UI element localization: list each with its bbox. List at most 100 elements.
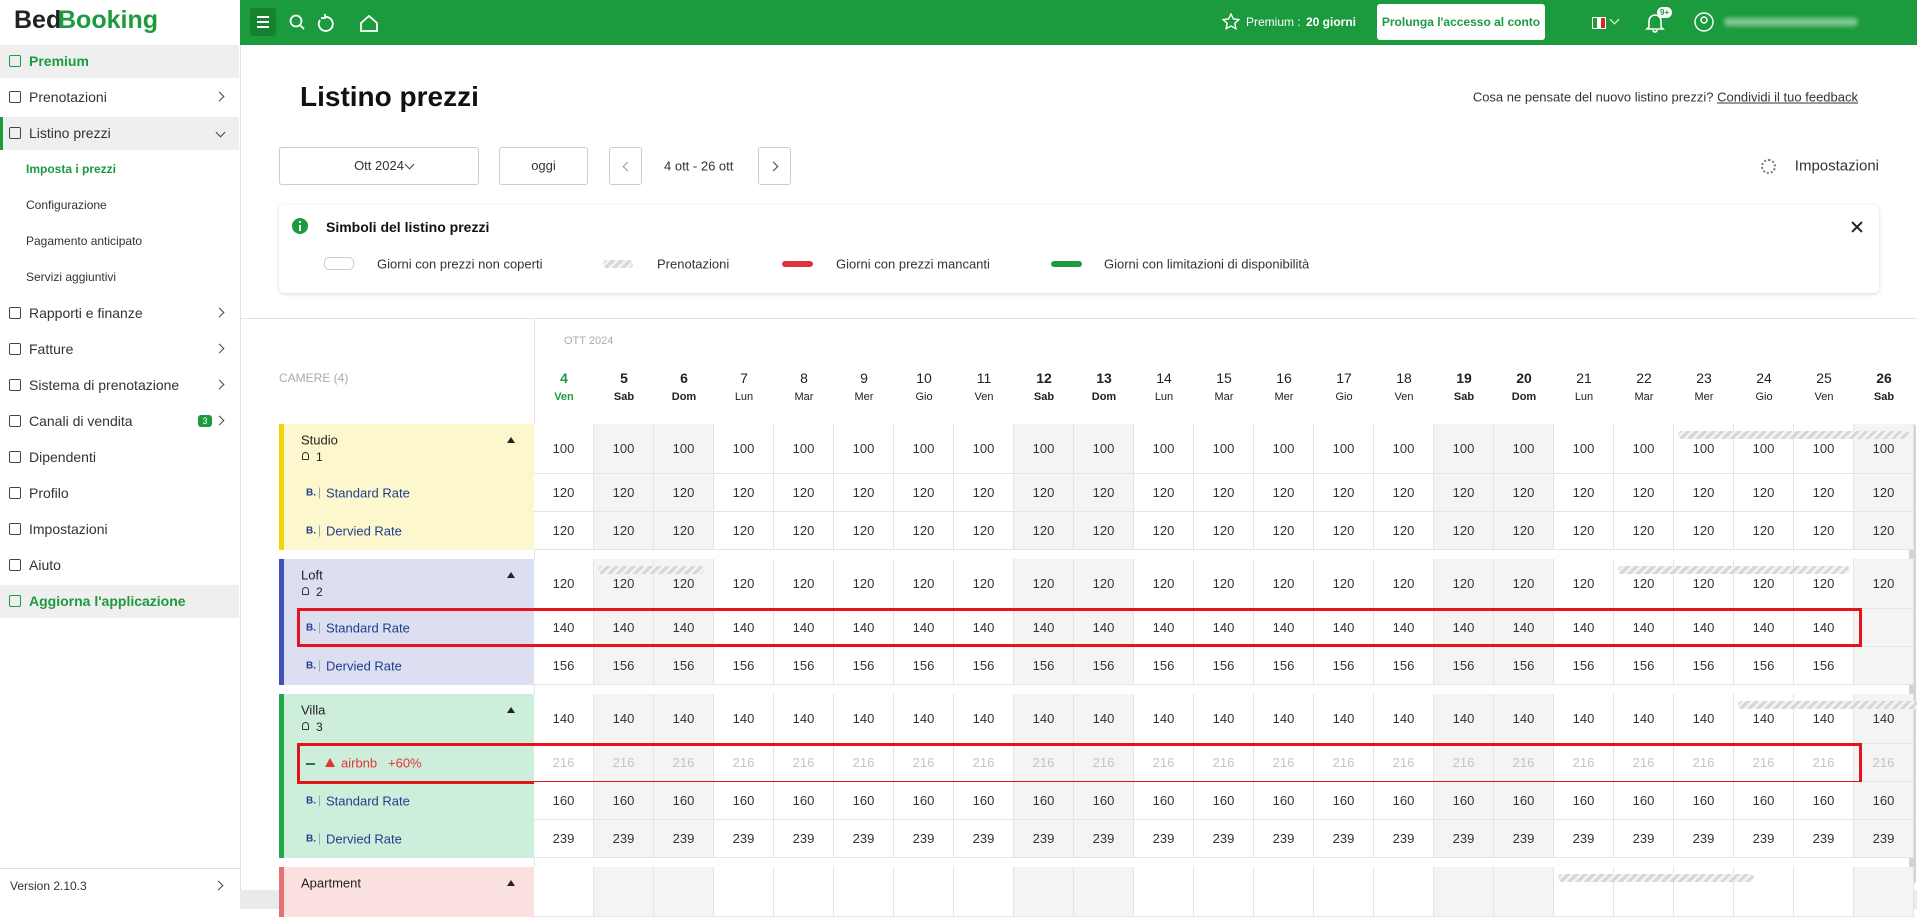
cell[interactable]: 160	[714, 782, 774, 820]
cell[interactable]: 160	[834, 782, 894, 820]
cell[interactable]: 100	[1554, 424, 1614, 474]
cell[interactable]: 120	[1074, 512, 1134, 550]
cell[interactable]: 216	[1314, 744, 1374, 782]
menu-item[interactable]: Rapporti e finanze	[29, 305, 143, 321]
cell[interactable]	[1854, 647, 1914, 685]
cell[interactable]: 239	[1734, 820, 1794, 858]
cell[interactable]: 239	[1434, 820, 1494, 858]
cell[interactable]	[1314, 867, 1374, 917]
cell[interactable]: 156	[594, 647, 654, 685]
today-button[interactable]: oggi	[499, 147, 588, 185]
room-caret[interactable]	[507, 707, 515, 713]
cell[interactable]: 140	[954, 609, 1014, 647]
room-caret[interactable]	[507, 572, 515, 578]
cell[interactable]: 160	[1254, 782, 1314, 820]
cell[interactable]	[714, 867, 774, 917]
cell[interactable]: 239	[1134, 820, 1194, 858]
cell[interactable]: 120	[1254, 512, 1314, 550]
cell[interactable]	[894, 867, 954, 917]
rate-name[interactable]: Standard Rate	[326, 620, 410, 636]
cell[interactable]: 120	[1434, 512, 1494, 550]
feedback-link[interactable]: Condividi il tuo feedback	[1717, 89, 1858, 105]
extend-button[interactable]: Prolunga l'accesso al conto	[1377, 4, 1545, 40]
cell[interactable]: 120	[954, 474, 1014, 512]
cell[interactable]: 140	[1434, 694, 1494, 744]
cell[interactable]: 140	[714, 694, 774, 744]
cell[interactable]: 239	[1674, 820, 1734, 858]
cell[interactable]: 239	[1614, 820, 1674, 858]
cell[interactable]: 120	[1854, 474, 1914, 512]
cell[interactable]	[1194, 867, 1254, 917]
cell[interactable]: 100	[1314, 424, 1374, 474]
cell[interactable]: 156	[1314, 647, 1374, 685]
cell[interactable]: 239	[1074, 820, 1134, 858]
menu-item[interactable]: Fatture	[29, 341, 74, 357]
cell[interactable]: 120	[774, 474, 834, 512]
cell[interactable]: 140	[1674, 694, 1734, 744]
cell[interactable]: 160	[954, 782, 1014, 820]
room-caret[interactable]	[507, 880, 515, 886]
cell[interactable]: 156	[1014, 647, 1074, 685]
cell[interactable]: 160	[1014, 782, 1074, 820]
menu-item[interactable]: Canali di vendita	[29, 413, 133, 429]
cell[interactable]: 160	[1794, 782, 1854, 820]
cell[interactable]: 120	[1794, 512, 1854, 550]
cell[interactable]	[954, 867, 1014, 917]
menu-item[interactable]: Premium	[29, 53, 89, 69]
cell[interactable]: 239	[1314, 820, 1374, 858]
cell[interactable]: 100	[894, 424, 954, 474]
cell[interactable]: 216	[534, 744, 594, 782]
cell[interactable]: 120	[1014, 512, 1074, 550]
cell[interactable]: 160	[1314, 782, 1374, 820]
cell[interactable]: 100	[1194, 424, 1254, 474]
cell[interactable]: 120	[1194, 474, 1254, 512]
cell[interactable]: 120	[534, 559, 594, 609]
cell[interactable]: 120	[1014, 559, 1074, 609]
cell[interactable]: 216	[1734, 744, 1794, 782]
cell[interactable]: 156	[774, 647, 834, 685]
next-button[interactable]	[758, 147, 791, 185]
cell[interactable]: 120	[594, 474, 654, 512]
month-select[interactable]: Ott 2024	[279, 147, 479, 185]
cell[interactable]: 100	[714, 424, 774, 474]
cell[interactable]: 140	[1134, 609, 1194, 647]
cell[interactable]: 100	[954, 424, 1014, 474]
cell[interactable]: 140	[894, 694, 954, 744]
cell[interactable]: 120	[1734, 474, 1794, 512]
cell[interactable]: 140	[1314, 694, 1374, 744]
cell[interactable]: 140	[1134, 694, 1194, 744]
cell[interactable]: 140	[774, 694, 834, 744]
cell[interactable]	[774, 867, 834, 917]
cell[interactable]: 160	[1614, 782, 1674, 820]
cell[interactable]: 216	[1074, 744, 1134, 782]
cell[interactable]: 216	[1134, 744, 1194, 782]
cell[interactable]: 120	[1134, 512, 1194, 550]
cell[interactable]: 120	[534, 474, 594, 512]
cell[interactable]: 120	[1374, 559, 1434, 609]
cell[interactable]: 120	[834, 559, 894, 609]
cell[interactable]: 120	[714, 474, 774, 512]
menu-item[interactable]: Listino prezzi	[29, 125, 111, 141]
cell[interactable]: 100	[834, 424, 894, 474]
cell[interactable]: 120	[894, 559, 954, 609]
cell[interactable]: 140	[1014, 694, 1074, 744]
cell[interactable]: 120	[774, 559, 834, 609]
menu-item[interactable]: Profilo	[29, 485, 69, 501]
cell[interactable]: 156	[1134, 647, 1194, 685]
cell[interactable]: 120	[1734, 512, 1794, 550]
cell[interactable]: 239	[1194, 820, 1254, 858]
cell[interactable]: 140	[1254, 694, 1314, 744]
cell[interactable]	[1074, 867, 1134, 917]
cell[interactable]: 156	[954, 647, 1014, 685]
user-icon[interactable]	[1694, 12, 1714, 32]
cell[interactable]: 140	[1434, 609, 1494, 647]
cell[interactable]	[1134, 867, 1194, 917]
cell[interactable]: 120	[1614, 512, 1674, 550]
cell[interactable]: 120	[1614, 474, 1674, 512]
cell[interactable]: 156	[1554, 647, 1614, 685]
cell[interactable]: 239	[1014, 820, 1074, 858]
rate-name[interactable]: Dervied Rate	[326, 831, 402, 847]
cell[interactable]: 140	[1554, 694, 1614, 744]
rate-name[interactable]: Dervied Rate	[326, 658, 402, 674]
cell[interactable]: 216	[834, 744, 894, 782]
